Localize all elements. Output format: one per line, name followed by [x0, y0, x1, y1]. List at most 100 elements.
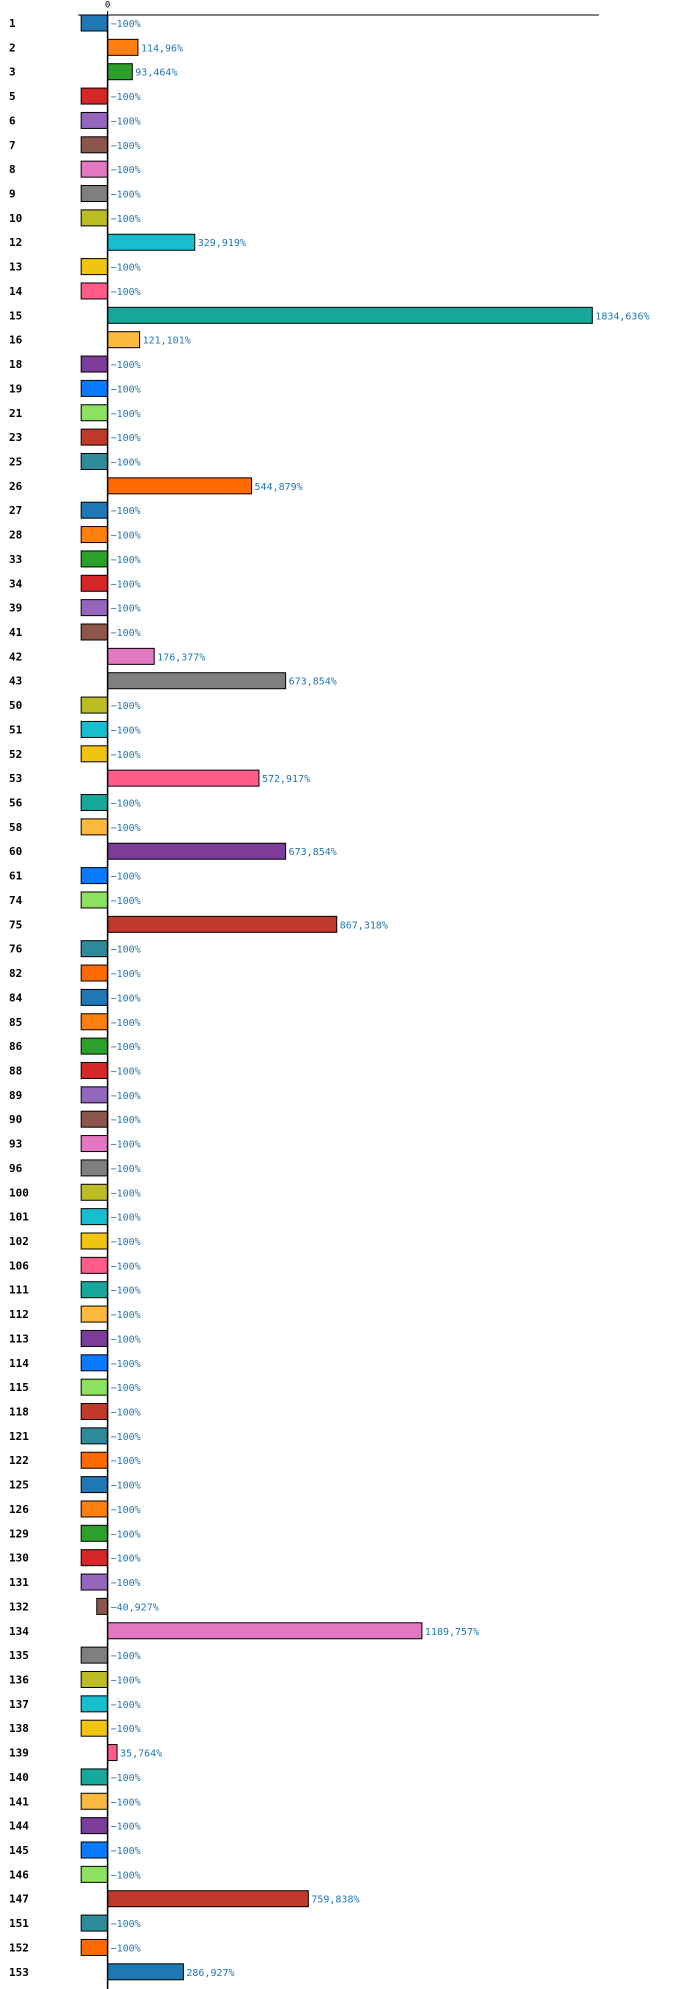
- value-label: −100%: [111, 433, 141, 444]
- bar: [80, 623, 109, 641]
- bar: [80, 696, 109, 714]
- bar: [80, 1914, 109, 1932]
- value-label: −100%: [111, 141, 141, 152]
- value-label: −100%: [111, 1529, 141, 1540]
- category-label: 56: [9, 797, 23, 810]
- category-label: 121: [9, 1430, 29, 1443]
- bar: [107, 1963, 184, 1981]
- category-label: 138: [9, 1722, 29, 1735]
- value-label: −100%: [111, 1018, 141, 1029]
- value-label: 673,854%: [289, 847, 337, 858]
- bar: [80, 1646, 109, 1664]
- value-label: −100%: [111, 1286, 141, 1297]
- value-label: −100%: [111, 1383, 141, 1394]
- category-label: 19: [9, 382, 22, 395]
- bar: [80, 940, 109, 958]
- category-label: 82: [9, 967, 22, 980]
- category-label: 50: [9, 699, 22, 712]
- bar: [80, 818, 109, 836]
- bar: [80, 1378, 109, 1396]
- value-label: −100%: [111, 1554, 141, 1565]
- value-label: −100%: [111, 1359, 141, 1370]
- bar: [80, 1792, 109, 1810]
- bar: [80, 1135, 109, 1153]
- value-label: 1189,757%: [425, 1627, 479, 1638]
- category-label: 58: [9, 821, 22, 834]
- category-label: 111: [9, 1284, 29, 1297]
- bar: [80, 1427, 109, 1445]
- value-label: 35,764%: [120, 1749, 162, 1760]
- category-label: 145: [9, 1844, 29, 1857]
- value-label: −100%: [111, 1408, 141, 1419]
- bar: [80, 891, 109, 909]
- category-label: 13: [9, 261, 22, 274]
- bar: [80, 1110, 109, 1128]
- category-label: 90: [9, 1113, 22, 1126]
- value-label: −100%: [111, 604, 141, 615]
- category-label: 12: [9, 236, 22, 249]
- bar: [80, 1938, 109, 1956]
- bar: [107, 331, 141, 349]
- bar: [107, 63, 133, 81]
- bar: [80, 1281, 109, 1299]
- bar: [80, 1354, 109, 1372]
- bar: [80, 1305, 109, 1323]
- bar: [80, 1086, 109, 1104]
- value-label: −100%: [111, 628, 141, 639]
- value-label: 544,879%: [255, 482, 303, 493]
- value-label: −100%: [111, 1115, 141, 1126]
- category-label: 137: [9, 1698, 29, 1711]
- category-label: 129: [9, 1527, 29, 1540]
- value-label: −100%: [111, 1042, 141, 1053]
- bar: [80, 1403, 109, 1421]
- value-label: −40,927%: [111, 1602, 159, 1613]
- value-label: −100%: [111, 1822, 141, 1833]
- category-label: 106: [9, 1259, 29, 1272]
- bar: [80, 574, 109, 592]
- bar: [80, 1256, 109, 1274]
- category-label: 93: [9, 1138, 22, 1151]
- value-label: −100%: [111, 19, 141, 30]
- value-label: −100%: [111, 1066, 141, 1077]
- category-label: 102: [9, 1235, 29, 1248]
- bar: [107, 1890, 309, 1908]
- value-label: −100%: [111, 360, 141, 371]
- bar: [80, 160, 109, 178]
- bar: [80, 355, 109, 373]
- value-label: −100%: [111, 190, 141, 201]
- bar: [80, 404, 109, 422]
- bar: [80, 1719, 109, 1737]
- x-tick-label: 0: [105, 1, 110, 11]
- category-label: 15: [9, 309, 22, 322]
- bar: [80, 501, 109, 519]
- category-label: 130: [9, 1552, 29, 1565]
- value-label: −100%: [111, 993, 141, 1004]
- value-label: 114,96%: [141, 43, 183, 54]
- value-label: −100%: [111, 214, 141, 225]
- value-label: −100%: [111, 116, 141, 127]
- value-label: −100%: [111, 1334, 141, 1345]
- value-label: −100%: [111, 165, 141, 176]
- bar: [80, 1768, 109, 1786]
- value-label: −100%: [111, 579, 141, 590]
- bar: [107, 915, 338, 933]
- value-label: 759,838%: [311, 1895, 359, 1906]
- value-label: −100%: [111, 92, 141, 103]
- bar: [107, 233, 196, 251]
- value-label: −100%: [111, 969, 141, 980]
- bar: [80, 1670, 109, 1688]
- value-label: −100%: [111, 799, 141, 810]
- category-label: 114: [9, 1357, 29, 1370]
- bar: [80, 1841, 109, 1859]
- value-label: −100%: [111, 1651, 141, 1662]
- category-label: 60: [9, 845, 22, 858]
- bar: [107, 306, 593, 324]
- category-label: 140: [9, 1771, 29, 1784]
- value-label: −100%: [111, 750, 141, 761]
- category-label: 53: [9, 772, 22, 785]
- bar: [80, 258, 109, 276]
- value-label: −100%: [111, 287, 141, 298]
- bar: [80, 1865, 109, 1883]
- category-label: 136: [9, 1673, 29, 1686]
